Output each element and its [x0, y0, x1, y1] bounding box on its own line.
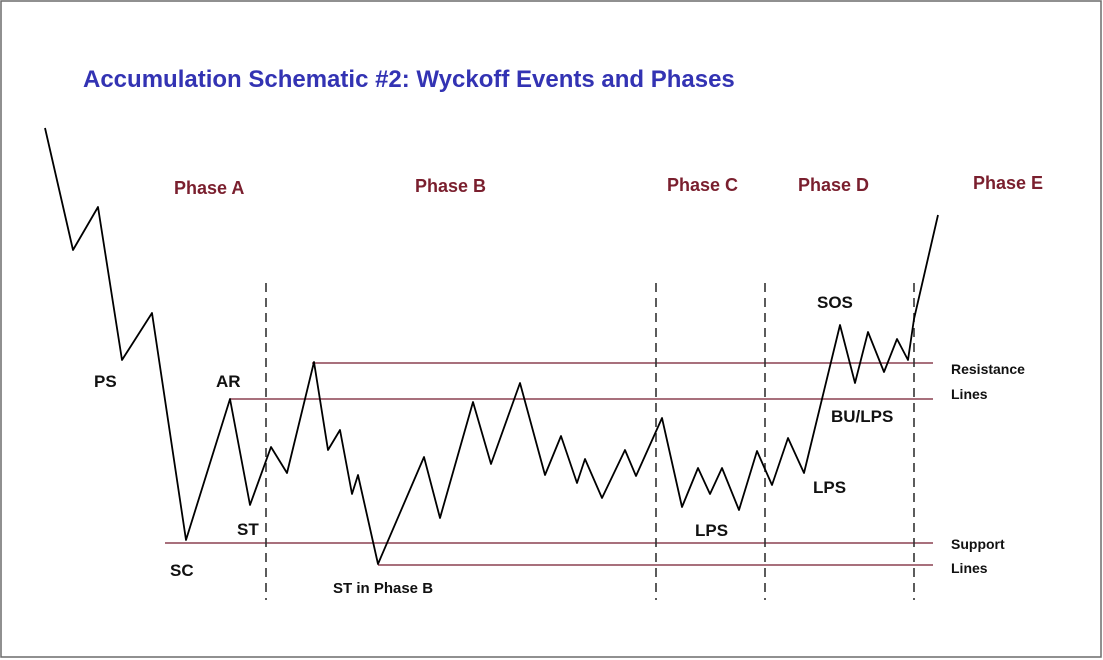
phase-b-label: Phase B [415, 176, 486, 196]
event-sc: SC [170, 561, 194, 580]
resistance-lines-label-1: Resistance [951, 361, 1025, 377]
support-lines-label-1: Support [951, 536, 1005, 552]
phase-c-label: Phase C [667, 175, 738, 195]
phase-e-label: Phase E [973, 173, 1043, 193]
resistance-lines-label-2: Lines [951, 386, 988, 402]
event-st-phase-b: ST in Phase B [333, 580, 433, 597]
support-lines-label-2: Lines [951, 560, 988, 576]
phase-a-label: Phase A [174, 178, 244, 198]
event-st: ST [237, 520, 259, 539]
diagram-title: Accumulation Schematic #2: Wyckoff Event… [83, 66, 735, 93]
event-bu-lps: BU/LPS [831, 407, 893, 426]
event-ps: PS [94, 372, 117, 391]
event-ar: AR [216, 372, 241, 391]
event-lps-phase-d: LPS [813, 478, 846, 497]
price-path [44, 127, 939, 565]
phase-d-label: Phase D [798, 175, 869, 195]
event-lps-phase-c: LPS [695, 521, 728, 540]
event-sos: SOS [817, 293, 853, 312]
